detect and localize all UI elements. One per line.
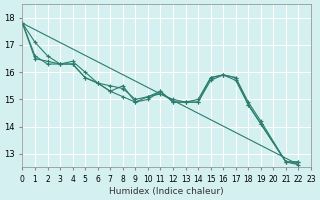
X-axis label: Humidex (Indice chaleur): Humidex (Indice chaleur) [109, 187, 224, 196]
